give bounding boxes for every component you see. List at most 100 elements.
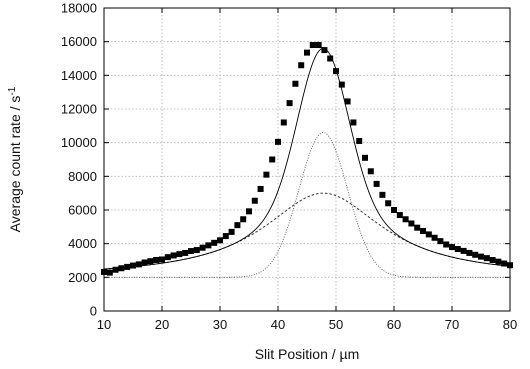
data-point <box>211 239 218 246</box>
data-point <box>333 68 339 75</box>
data-point <box>478 253 484 260</box>
data-point <box>153 256 160 263</box>
data-point <box>159 256 165 263</box>
data-point <box>356 137 363 144</box>
data-point <box>124 263 131 270</box>
data-point <box>135 261 142 268</box>
data-point <box>228 228 235 235</box>
total-fit-curve <box>103 47 511 270</box>
y-tick-label: 12000 <box>61 102 97 117</box>
y-tick-labels: 0 2000 4000 6000 8000 10000 12000 14000 16000 180… <box>61 1 97 319</box>
data-point <box>275 138 281 145</box>
data-point <box>292 80 299 87</box>
data-point <box>431 234 438 241</box>
data-point <box>205 242 212 249</box>
y-tick-label: 14000 <box>61 68 97 83</box>
data-point <box>373 180 380 187</box>
data-point <box>489 256 496 263</box>
y-tick-label: 6000 <box>68 203 97 218</box>
gaussian-component-curve <box>104 132 510 278</box>
y-tick-label: 18000 <box>61 1 97 16</box>
data-point <box>443 241 450 248</box>
y-tick-label: 2000 <box>68 270 97 285</box>
data-point <box>379 191 386 198</box>
data-point <box>437 238 444 245</box>
data-point <box>483 255 490 262</box>
data-point <box>118 265 125 272</box>
y-tick-label: 4000 <box>68 236 97 251</box>
y-tick-label: 0 <box>90 304 97 319</box>
y-tick-label: 10000 <box>61 135 97 150</box>
x-tick-label: 20 <box>155 317 169 332</box>
x-tick-labels: 10 20 30 40 50 60 70 80 <box>97 317 517 332</box>
data-point <box>414 224 421 231</box>
x-axis-title: Slit Position / µm <box>255 346 360 362</box>
data-point <box>472 251 479 258</box>
data-point <box>222 233 229 240</box>
data-point <box>147 258 154 265</box>
data-point <box>391 207 397 213</box>
data-point <box>188 248 194 255</box>
data-point <box>112 266 119 273</box>
data-point <box>286 100 293 107</box>
data-point <box>176 251 183 258</box>
data-point <box>327 55 334 62</box>
data-point <box>298 62 305 69</box>
y-axis-title-superscript: -1 <box>7 86 18 95</box>
data-point <box>199 244 206 251</box>
y-tick-label: 16000 <box>61 34 97 49</box>
data-point <box>217 237 223 244</box>
data-point <box>385 200 392 207</box>
x-tick-label: 80 <box>503 317 517 332</box>
y-tick-label: 8000 <box>68 169 97 184</box>
data-point <box>240 216 247 223</box>
data-point <box>420 228 426 235</box>
data-point <box>466 249 473 256</box>
data-point <box>246 208 252 215</box>
x-tick-label: 50 <box>329 317 343 332</box>
data-point <box>396 212 403 219</box>
y-axis-title: Average count rate / s-1 <box>7 86 24 232</box>
data-point <box>106 269 113 276</box>
data-point <box>449 244 455 251</box>
data-point <box>425 231 432 238</box>
data-point <box>280 119 287 126</box>
data-point <box>460 247 467 254</box>
x-tick-label: 60 <box>387 317 401 332</box>
data-point <box>263 171 270 178</box>
data-point <box>304 49 310 56</box>
x-tick-label: 10 <box>97 317 111 332</box>
data-points <box>101 42 513 276</box>
data-point <box>350 119 357 126</box>
data-point <box>269 156 276 163</box>
data-point <box>315 42 322 49</box>
data-point <box>130 262 136 269</box>
data-point <box>170 252 177 259</box>
data-point <box>402 216 409 223</box>
x-tick-label: 30 <box>213 317 227 332</box>
ticks <box>103 7 511 312</box>
y-axis-title-main: Average count rate / s <box>7 96 23 233</box>
data-point <box>408 220 415 227</box>
data-point <box>251 197 258 204</box>
data-point <box>193 247 200 254</box>
data-point <box>321 47 328 54</box>
data-point <box>501 260 508 267</box>
curves <box>103 47 511 278</box>
data-point <box>454 246 461 253</box>
data-point <box>141 259 148 266</box>
data-point <box>164 254 171 261</box>
data-point <box>309 42 316 49</box>
x-tick-label: 40 <box>271 317 285 332</box>
data-point <box>344 98 351 105</box>
data-point <box>367 168 374 175</box>
data-point <box>257 185 264 192</box>
data-point <box>182 249 189 256</box>
x-tick-label: 70 <box>445 317 459 332</box>
data-point <box>362 154 368 161</box>
data-point <box>495 258 502 265</box>
data-point <box>234 222 241 229</box>
plot-frame <box>103 7 511 312</box>
